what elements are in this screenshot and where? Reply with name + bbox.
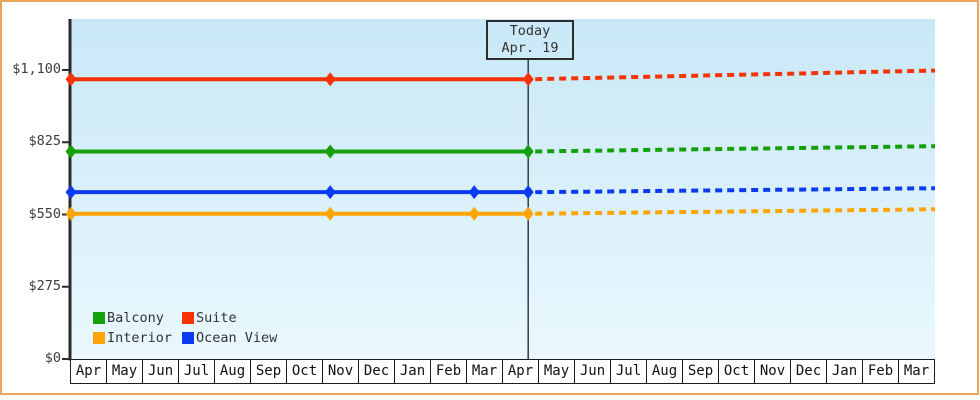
y-axis-label: $825: [28, 133, 61, 150]
month-cell-sep: Sep: [682, 359, 719, 384]
series-projection-ocean-view: [535, 186, 936, 195]
data-point-ocean-view: [324, 185, 336, 200]
data-point-balcony: [522, 144, 534, 159]
data-point-ocean-view: [522, 185, 534, 200]
data-point-ocean-view: [65, 185, 77, 200]
data-point-suite: [522, 72, 534, 87]
month-cell-apr: Apr: [502, 359, 539, 384]
legend-swatch-icon: [93, 312, 105, 324]
series-projection-interior: [535, 207, 936, 216]
y-axis-label: $0: [44, 350, 61, 366]
y-axis-label: $550: [28, 205, 61, 222]
month-cell-aug: Aug: [646, 359, 683, 384]
legend-item-interior: Interior: [93, 330, 182, 346]
legend-label: Ocean View: [196, 330, 278, 346]
data-point-balcony: [65, 144, 77, 159]
legend-item-balcony: Balcony: [93, 310, 182, 326]
y-axis-label: $275: [28, 277, 61, 294]
month-cell-apr: Apr: [70, 359, 107, 384]
today-annotation-box: Today Apr. 19: [486, 20, 574, 60]
legend-label: Interior: [107, 330, 173, 346]
series-projection-balcony: [535, 144, 936, 154]
month-cell-sep: Sep: [250, 359, 287, 384]
legend-label: Suite: [196, 310, 237, 326]
today-date-label: Apr. 19: [501, 40, 559, 56]
data-point-suite: [65, 72, 77, 87]
month-cell-dec: Dec: [790, 359, 827, 384]
legend-item-suite: Suite: [182, 310, 277, 326]
data-point-interior: [324, 206, 336, 221]
data-point-interior: [468, 206, 480, 221]
month-cell-jan: Jan: [826, 359, 863, 384]
month-cell-mar: Mar: [898, 359, 935, 384]
month-cell-nov: Nov: [322, 359, 359, 384]
month-cell-jun: Jun: [142, 359, 179, 384]
month-cell-nov: Nov: [754, 359, 791, 384]
data-point-interior: [65, 206, 77, 221]
data-point-ocean-view: [468, 185, 480, 200]
month-cell-mar: Mar: [466, 359, 503, 384]
month-cell-jan: Jan: [394, 359, 431, 384]
legend-item-ocean-view: Ocean View: [182, 330, 277, 346]
month-cell-jul: Jul: [610, 359, 647, 384]
legend-swatch-icon: [182, 312, 194, 324]
month-cell-may: May: [538, 359, 575, 384]
chart-legend: Balcony Suite Interior Ocean View: [93, 310, 277, 346]
today-label: Today: [509, 23, 551, 39]
month-cell-feb: Feb: [430, 359, 467, 384]
data-point-suite: [324, 72, 336, 87]
month-cell-may: May: [106, 359, 143, 384]
series-projection-suite: [535, 68, 936, 82]
data-point-interior: [522, 206, 534, 221]
month-cell-feb: Feb: [862, 359, 899, 384]
x-axis-month-row: Apr May Jun Jul Aug Sep Oct Nov Dec Jan Feb Mar Apr M…: [70, 359, 935, 384]
legend-swatch-icon: [182, 332, 194, 344]
legend-label: Balcony: [107, 310, 164, 326]
data-point-balcony: [324, 144, 336, 159]
month-cell-jun: Jun: [574, 359, 611, 384]
month-cell-oct: Oct: [718, 359, 755, 384]
month-cell-dec: Dec: [358, 359, 395, 384]
month-cell-jul: Jul: [178, 359, 215, 384]
legend-swatch-icon: [93, 332, 105, 344]
month-cell-oct: Oct: [286, 359, 323, 384]
month-cell-aug: Aug: [214, 359, 251, 384]
y-axis-label: $1,100: [12, 61, 61, 77]
